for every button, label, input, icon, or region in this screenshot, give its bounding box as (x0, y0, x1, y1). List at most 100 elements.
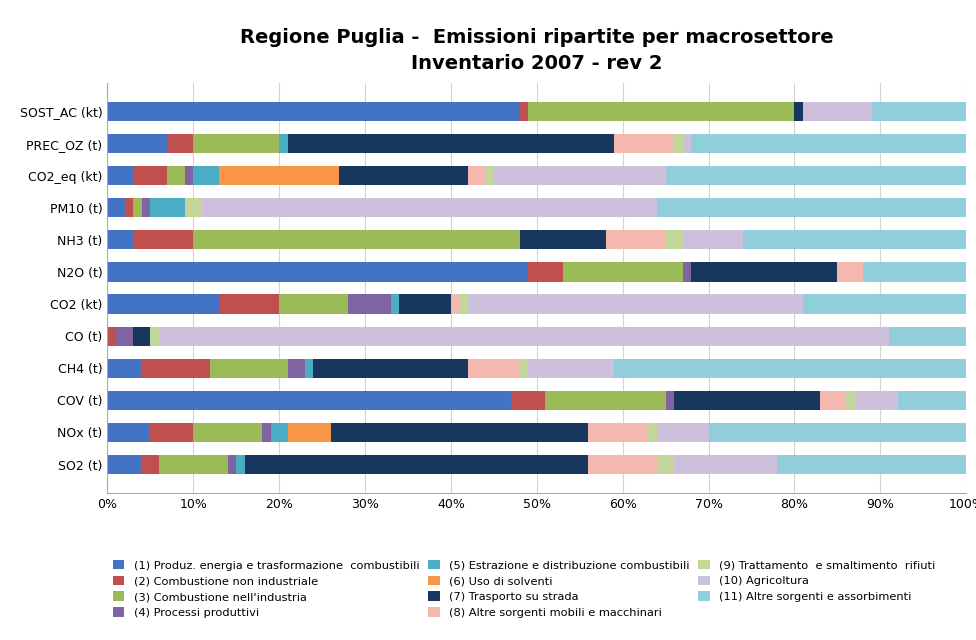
Bar (262, 423, 270, 442)
Bar (589, 423, 648, 442)
Bar (519, 358, 528, 378)
Bar (331, 423, 589, 442)
Bar (150, 423, 193, 442)
Bar (657, 198, 966, 218)
Bar (855, 391, 898, 410)
Bar (674, 455, 777, 474)
Bar (193, 423, 262, 442)
Bar (519, 102, 528, 121)
Bar (803, 102, 872, 121)
Bar (107, 230, 133, 250)
Bar (279, 134, 288, 153)
Bar (107, 326, 116, 346)
Bar (159, 326, 889, 346)
Bar (313, 358, 468, 378)
Bar (666, 230, 683, 250)
Bar (390, 294, 399, 314)
Bar (451, 294, 460, 314)
Bar (133, 166, 168, 185)
Bar (305, 358, 313, 378)
Bar (898, 391, 966, 410)
Bar (133, 326, 150, 346)
Bar (288, 134, 614, 153)
Bar (674, 391, 820, 410)
Bar (485, 166, 494, 185)
Bar (288, 358, 305, 378)
Bar (657, 455, 674, 474)
Bar (184, 198, 202, 218)
Bar (683, 230, 743, 250)
Bar (777, 455, 966, 474)
Bar (219, 166, 340, 185)
Bar (107, 102, 519, 121)
Bar (872, 102, 966, 121)
Bar (666, 391, 674, 410)
Bar (236, 455, 245, 474)
Bar (142, 358, 211, 378)
Bar (468, 358, 519, 378)
Bar (193, 134, 279, 153)
Bar (399, 294, 451, 314)
Bar (794, 102, 803, 121)
Bar (519, 230, 605, 250)
Bar (589, 455, 657, 474)
Bar (168, 134, 193, 153)
Bar (511, 391, 546, 410)
Bar (116, 326, 133, 346)
Bar (468, 294, 803, 314)
Bar (184, 166, 193, 185)
Bar (107, 423, 150, 442)
Bar (219, 294, 279, 314)
Bar (528, 102, 794, 121)
Bar (193, 166, 219, 185)
Bar (107, 391, 511, 410)
Bar (150, 198, 184, 218)
Bar (889, 326, 966, 346)
Bar (107, 262, 528, 282)
Bar (691, 134, 966, 153)
Legend: (1) Produz. energia e trasformazione  combustibili, (2) Combustione non industri: (1) Produz. energia e trasformazione com… (113, 560, 935, 618)
Bar (107, 455, 142, 474)
Bar (347, 294, 390, 314)
Bar (107, 294, 219, 314)
Bar (227, 455, 236, 474)
Bar (562, 262, 683, 282)
Bar (863, 262, 966, 282)
Bar (820, 391, 846, 410)
Bar (614, 358, 966, 378)
Bar (709, 423, 966, 442)
Bar (648, 423, 657, 442)
Bar (245, 455, 589, 474)
Bar (270, 423, 288, 442)
Bar (614, 134, 674, 153)
Bar (460, 294, 468, 314)
Bar (683, 262, 691, 282)
Bar (803, 294, 966, 314)
Bar (494, 166, 666, 185)
Bar (133, 230, 193, 250)
Bar (107, 166, 133, 185)
Bar (743, 230, 966, 250)
Bar (202, 198, 657, 218)
Bar (546, 391, 666, 410)
Bar (691, 262, 837, 282)
Bar (288, 423, 331, 442)
Bar (142, 198, 150, 218)
Bar (846, 391, 855, 410)
Bar (657, 423, 709, 442)
Bar (107, 198, 125, 218)
Bar (211, 358, 288, 378)
Bar (125, 198, 133, 218)
Bar (107, 358, 142, 378)
Bar (133, 198, 142, 218)
Bar (142, 455, 159, 474)
Bar (168, 166, 184, 185)
Bar (528, 358, 614, 378)
Bar (107, 134, 168, 153)
Title: Regione Puglia -  Emissioni ripartite per macrosettore
Inventario 2007 - rev 2: Regione Puglia - Emissioni ripartite per… (240, 28, 834, 74)
Bar (150, 326, 159, 346)
Bar (666, 166, 966, 185)
Bar (683, 134, 691, 153)
Bar (279, 294, 347, 314)
Bar (193, 230, 519, 250)
